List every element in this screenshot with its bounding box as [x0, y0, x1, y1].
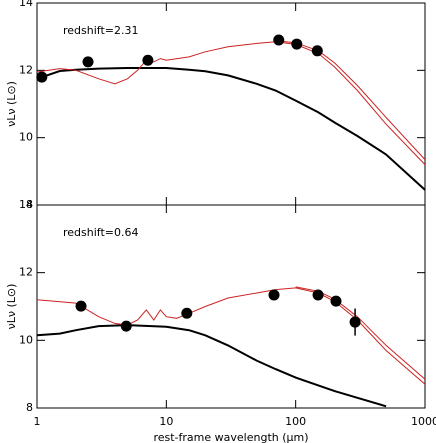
y-tick-label: 14 [19, 0, 33, 9]
x-tick-label: 1 [34, 415, 41, 428]
model-curve [36, 287, 426, 385]
data-point [36, 71, 48, 83]
annotation: redshift=0.64 [63, 226, 139, 239]
y-tick-label: 10 [19, 333, 33, 346]
annotation: redshift=2.31 [63, 24, 139, 37]
model-curve [295, 286, 426, 380]
data-point [82, 56, 94, 68]
x-tick-label: 100 [285, 415, 306, 428]
model-curve [36, 41, 426, 165]
data-point [273, 34, 285, 46]
x-tick-label: 1000 [411, 415, 436, 428]
y-tick-label: 8 [26, 198, 33, 211]
data-point [142, 54, 154, 66]
y-tick-label: 10 [19, 131, 33, 144]
x-tick-label: 10 [159, 415, 173, 428]
y-tick-label: 8 [26, 401, 33, 414]
data-point [312, 289, 324, 301]
y-tick-label: 12 [19, 266, 33, 279]
data-point [75, 300, 87, 312]
data-point [120, 320, 132, 332]
data-point [349, 316, 361, 328]
model-curve [36, 67, 426, 191]
model-curve [36, 324, 387, 408]
data-point [330, 295, 342, 307]
x-axis-label: rest-frame wavelength (μm) [153, 431, 308, 443]
data-point [291, 38, 303, 50]
data-point [311, 45, 323, 57]
y-axis-label: νLν (L⊙) [5, 81, 18, 127]
plot-frame [36, 204, 426, 409]
data-point [268, 289, 280, 301]
data-point [181, 307, 193, 319]
y-tick-label: 14 [19, 198, 33, 211]
y-axis-label: νLν (L⊙) [5, 284, 18, 330]
y-tick-label: 12 [19, 63, 33, 76]
